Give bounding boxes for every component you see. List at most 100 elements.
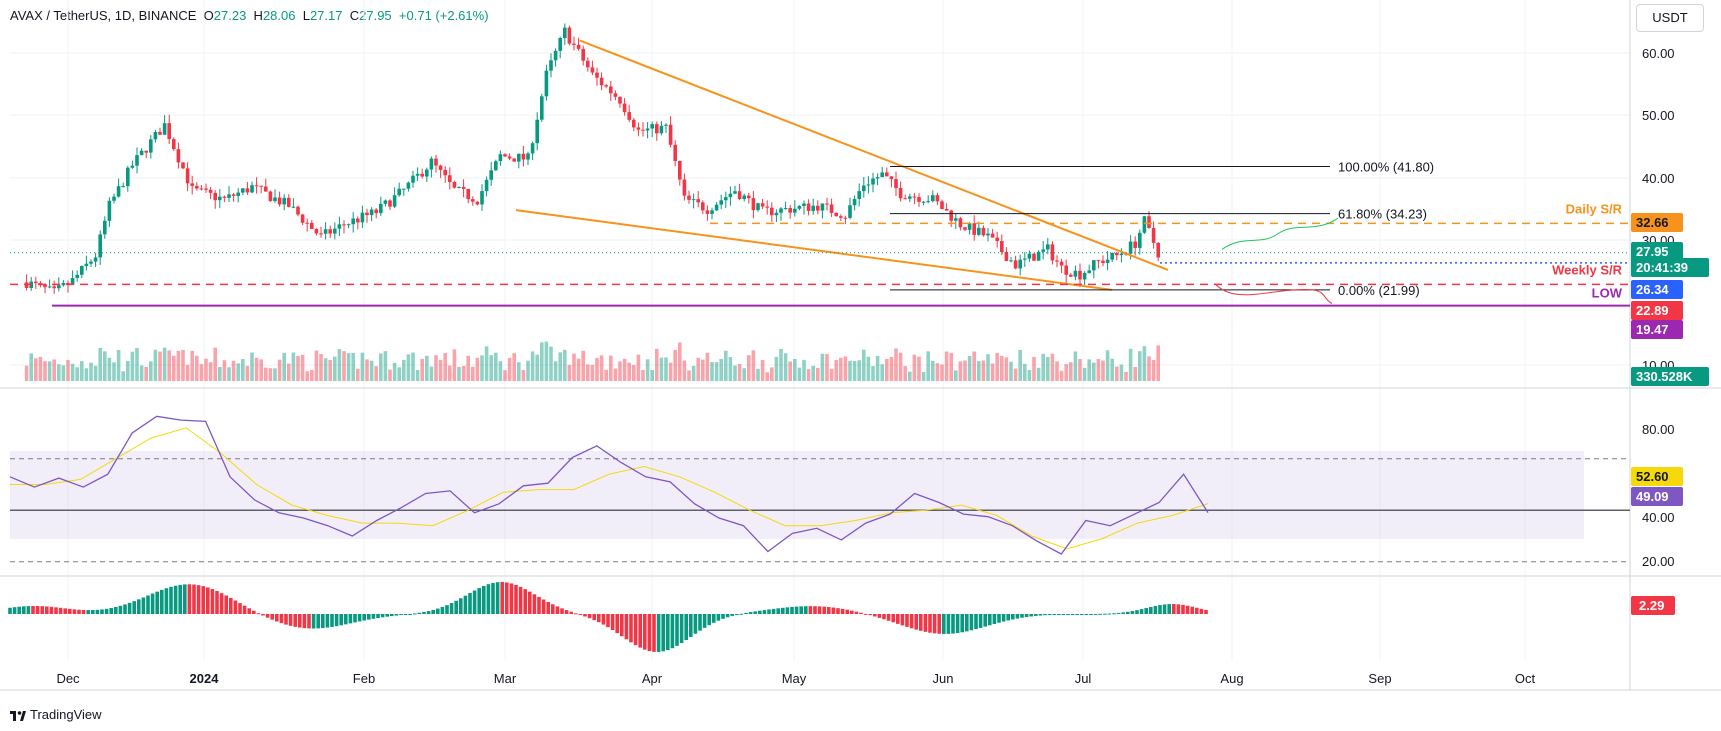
volume-bar: [710, 362, 714, 381]
candle-body: [93, 257, 98, 262]
gridlines: [0, 0, 1721, 691]
volume-bar: [75, 367, 79, 381]
candle-body: [604, 85, 608, 87]
volume-bar: [678, 342, 682, 381]
oscillator-bar: [716, 614, 721, 621]
volume-bar: [691, 365, 696, 381]
volume-bar: [411, 352, 415, 381]
oscillator-bar: [417, 612, 422, 614]
candle-body: [581, 48, 585, 61]
oscillator-bar: [114, 607, 118, 614]
oscillator-bar: [606, 614, 610, 628]
oscillator-bar: [311, 614, 316, 629]
candle-body: [770, 207, 774, 216]
oscillator-bar: [1043, 614, 1047, 616]
candle-body: [783, 208, 788, 210]
candle-body: [222, 196, 227, 198]
candle-body: [756, 203, 760, 211]
wedge-lower-line: [515, 209, 1113, 291]
oscillator-bar: [1029, 614, 1033, 617]
volume-bar: [369, 360, 374, 381]
oscillator-bar: [1121, 612, 1125, 614]
oscillator-bar: [661, 614, 665, 652]
volume-bar: [898, 352, 903, 381]
candle-body: [553, 50, 558, 61]
candle-body: [558, 38, 562, 51]
volume-bar: [908, 371, 912, 381]
oscillator-bar: [224, 595, 228, 614]
volume-bar: [839, 357, 843, 381]
currency-button[interactable]: USDT: [1636, 4, 1704, 32]
candle-body: [52, 286, 56, 289]
candle-body: [940, 201, 944, 210]
candle-body: [181, 162, 185, 169]
candle-body: [282, 197, 286, 205]
candle-body: [742, 195, 746, 200]
candle-body: [595, 72, 599, 78]
volume-bar: [609, 355, 613, 381]
candle-body: [530, 143, 535, 154]
candle-body: [162, 123, 167, 135]
volume-bar: [149, 361, 153, 381]
volume-bar: [379, 353, 383, 381]
candle-body: [990, 233, 995, 238]
volume-bar: [599, 355, 604, 381]
volume-bar: [323, 358, 328, 381]
candle-body: [852, 198, 857, 206]
candle-body: [563, 27, 567, 39]
oscillator-bar: [684, 614, 688, 641]
volume-bar: [245, 365, 250, 381]
oscillator-bar: [652, 614, 656, 652]
oscillator-bar: [758, 610, 762, 614]
volume-bar: [498, 361, 503, 381]
candle-body: [342, 224, 346, 226]
volume-bar: [848, 360, 852, 381]
oscillator-bar: [840, 608, 845, 614]
candle-body: [300, 214, 305, 223]
oscillator-bar: [804, 606, 808, 614]
oscillator-bar: [1084, 614, 1089, 615]
volume-bar: [162, 347, 167, 381]
volume-bar: [287, 363, 291, 381]
fib-level-label: 100.00% (41.80): [1338, 159, 1434, 174]
volume-bar: [438, 359, 443, 381]
volume-bar: [940, 364, 944, 381]
oscillator-bar: [771, 608, 776, 614]
volume-bar: [213, 347, 217, 381]
oscillator-bar: [532, 594, 537, 614]
oscillator-bar: [477, 588, 481, 614]
volume-bar: [420, 358, 424, 381]
candle-body: [130, 165, 135, 168]
oscillator-bar: [702, 614, 707, 628]
volume-bar: [843, 356, 848, 381]
volume-bar: [351, 352, 355, 381]
candle-body: [107, 200, 112, 221]
volume-bar: [153, 349, 158, 381]
oscillator-bar: [735, 614, 739, 615]
oscillator-bar: [431, 609, 435, 614]
oscillator-bar: [440, 607, 445, 614]
time-axis: Dec 2024 Feb Mar Apr May Jun Jul Aug Sep Oct: [56, 671, 1535, 686]
volume-bar: [167, 350, 171, 381]
candle-body: [195, 185, 199, 189]
high-label: H: [253, 8, 263, 23]
candle-body: [954, 218, 958, 221]
candle-body: [622, 103, 627, 113]
volume-bar: [641, 369, 645, 381]
candle-body: [1050, 244, 1055, 261]
volume-bar: [1087, 359, 1091, 381]
time-tick-label: Jun: [933, 671, 954, 686]
symbol-title[interactable]: AVAX / TetherUS, 1D, BINANCE: [10, 8, 197, 23]
candle-body: [1087, 270, 1091, 273]
volume-bar: [24, 365, 29, 381]
oscillator-bar: [256, 613, 261, 615]
close-value: 27.95: [359, 8, 392, 23]
oscillator-bar: [137, 599, 141, 614]
volume-bar: [926, 351, 930, 381]
oscillator-bar: [1103, 613, 1107, 615]
candle-body: [218, 196, 222, 201]
volume-bar: [475, 357, 480, 381]
candle-body: [121, 186, 125, 188]
volume-bar: [917, 356, 921, 381]
